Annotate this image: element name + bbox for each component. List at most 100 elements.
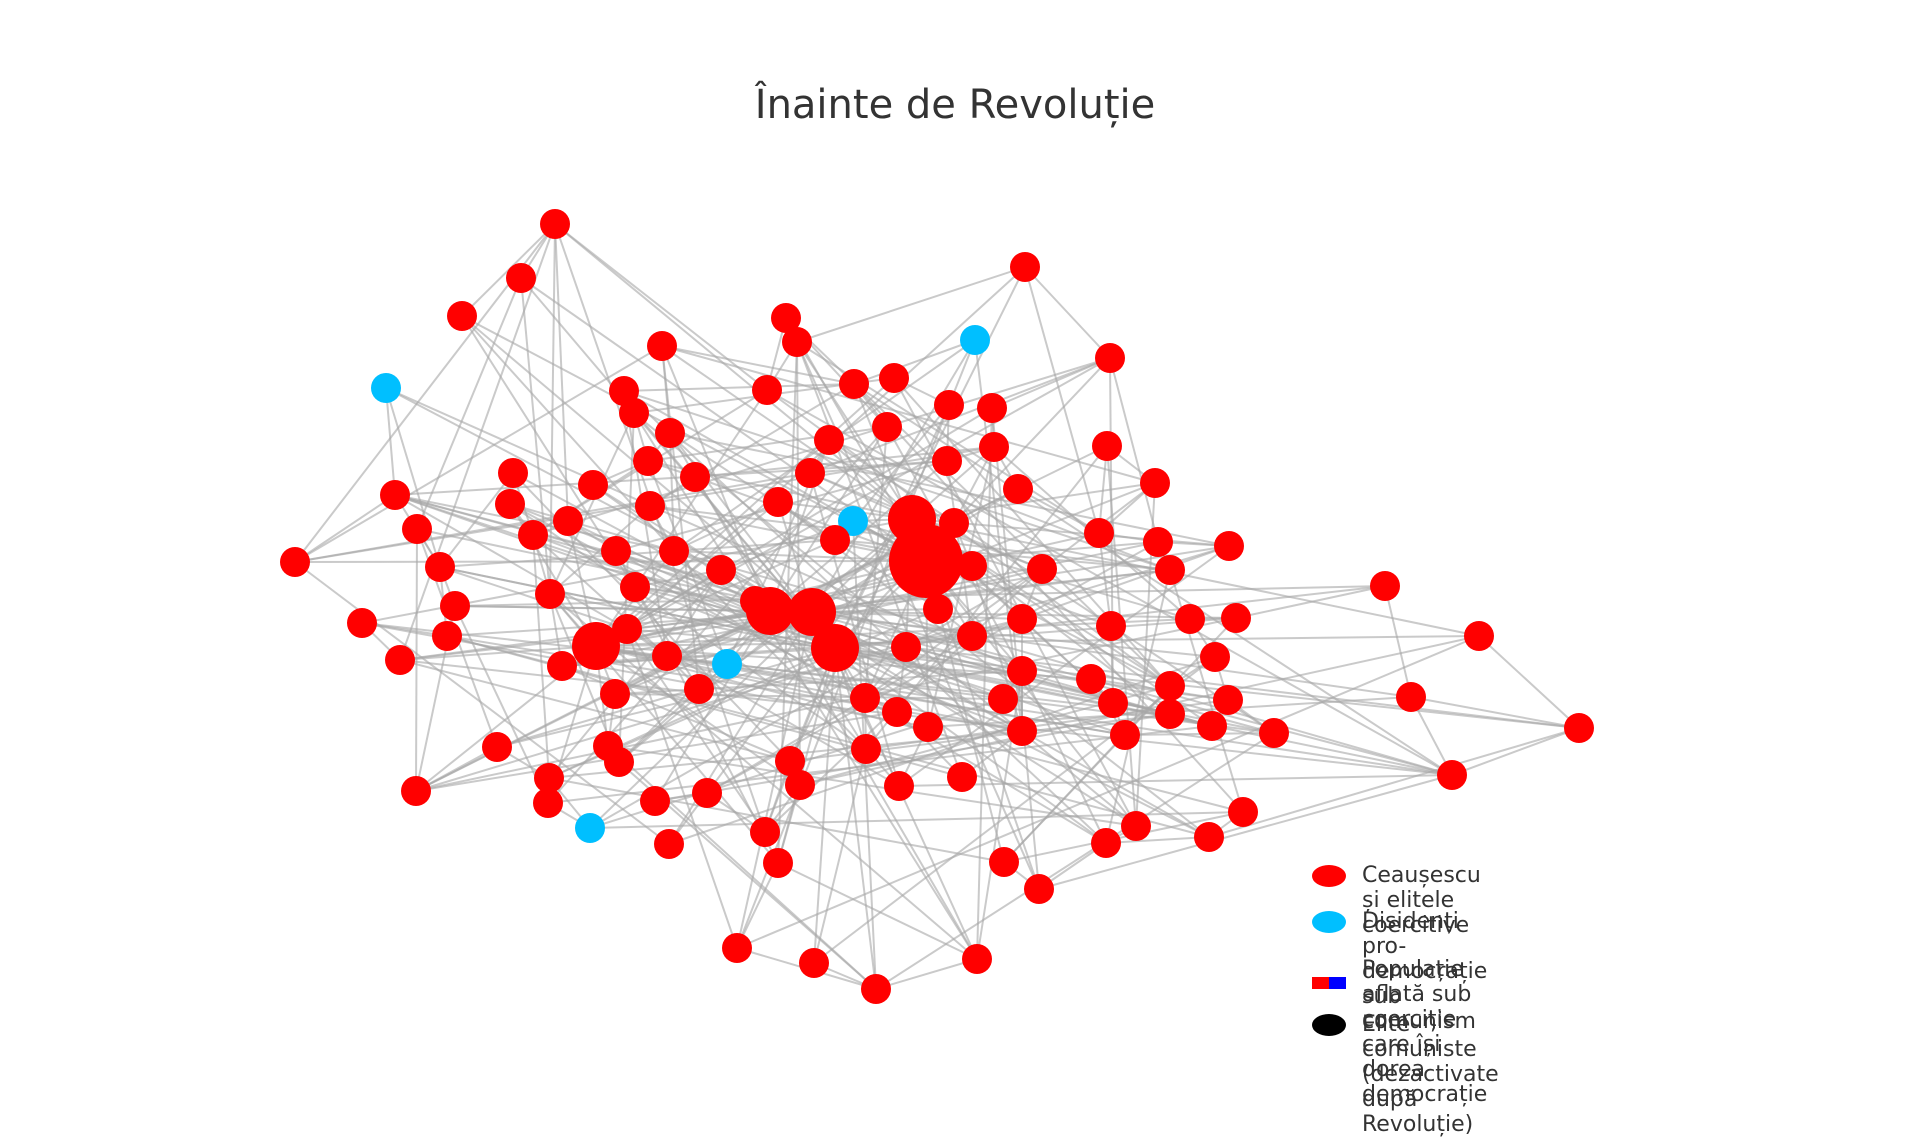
network-edge xyxy=(796,341,801,786)
coercive-elite-node xyxy=(1221,603,1251,633)
coercive-elite-node xyxy=(947,762,977,792)
legend-label: Ceaușescu și elitele coercitive xyxy=(1362,863,1481,938)
coercive-elite-node xyxy=(1464,621,1494,651)
coercive-elite-node xyxy=(518,520,548,550)
network-edge xyxy=(554,223,768,391)
legend-blue-dot-icon xyxy=(1312,911,1346,933)
coercive-elite-node xyxy=(1259,718,1289,748)
coercive-elite-node xyxy=(401,776,431,806)
network-edge xyxy=(864,568,1043,699)
coercive-elite-node xyxy=(619,398,649,428)
coercive-elite-node xyxy=(1175,604,1205,634)
coercive-elite-node xyxy=(889,524,963,598)
network-edge xyxy=(548,647,836,779)
coercive-elite-node xyxy=(692,778,722,808)
coercive-elite-node xyxy=(1084,518,1114,548)
coercive-elite-node xyxy=(482,732,512,762)
coercive-elite-node xyxy=(962,944,992,974)
coercive-elite-node xyxy=(957,551,987,581)
network-graph xyxy=(280,209,1594,1004)
network-edge xyxy=(549,223,556,595)
coercive-elite-node xyxy=(1437,760,1467,790)
network-edge xyxy=(294,345,663,563)
network-edge xyxy=(769,426,888,612)
coercive-elite-node xyxy=(1200,642,1230,672)
network-edge xyxy=(809,357,1111,474)
network-edge xyxy=(649,505,927,562)
network-edge xyxy=(454,605,549,804)
coercive-elite-node xyxy=(763,487,793,517)
coercive-elite-node xyxy=(913,712,943,742)
network-edge xyxy=(834,647,877,990)
coercive-elite-node xyxy=(1098,688,1128,718)
network-edge xyxy=(1208,727,1580,838)
coercive-elite-node xyxy=(1143,527,1173,557)
coercive-elite-node xyxy=(1396,682,1426,712)
coercive-elite-node xyxy=(811,624,859,672)
coercive-elite-node xyxy=(861,974,891,1004)
network-edge xyxy=(1109,357,1159,543)
coercive-elite-node xyxy=(1095,343,1125,373)
network-edge xyxy=(647,460,728,665)
network-edge xyxy=(796,266,1026,343)
network-edge xyxy=(834,647,1107,844)
coercive-elite-node xyxy=(799,948,829,978)
network-edge xyxy=(549,593,978,960)
network-edge xyxy=(385,387,813,613)
network-edge xyxy=(415,610,771,792)
network-edge xyxy=(1024,266,1111,359)
network-edge xyxy=(764,647,836,833)
network-edge xyxy=(532,534,1213,727)
network-edge xyxy=(668,611,813,845)
coercive-elite-node xyxy=(533,788,563,818)
coercive-elite-node xyxy=(782,327,812,357)
coercive-elite-node xyxy=(957,621,987,651)
network-edge xyxy=(706,518,913,794)
network-edge xyxy=(673,550,867,750)
coercive-elite-node xyxy=(447,301,477,331)
coercive-elite-node xyxy=(1155,671,1185,701)
coercive-elite-node xyxy=(1121,811,1151,841)
network-edge xyxy=(809,472,900,787)
coercive-elite-node xyxy=(934,390,964,420)
network-edge xyxy=(647,426,888,462)
coercive-elite-node xyxy=(425,552,455,582)
coercive-elite-node xyxy=(620,572,650,602)
dissident-node xyxy=(575,813,605,843)
network-edge xyxy=(828,439,1275,734)
network-edge xyxy=(1410,696,1580,729)
coercive-elite-node xyxy=(553,506,583,536)
coercive-elite-node xyxy=(722,933,752,963)
coercive-elite-node xyxy=(932,446,962,476)
coercive-elite-node xyxy=(1010,252,1040,282)
network-edge xyxy=(394,460,948,496)
coercive-elite-node xyxy=(385,645,415,675)
coercive-elite-node xyxy=(763,848,793,878)
network-edge xyxy=(595,645,801,786)
coercive-elite-node xyxy=(891,632,921,662)
coercive-elite-node xyxy=(640,786,670,816)
network-edge xyxy=(668,656,1216,845)
network-edge xyxy=(834,647,1580,729)
network-edge xyxy=(623,383,855,392)
network-edge xyxy=(927,446,995,728)
dissident-node xyxy=(960,325,990,355)
coercive-elite-node xyxy=(1197,711,1227,741)
coercive-elite-node xyxy=(1024,874,1054,904)
legend-label: Elite comuniste (dezactivate după Revolu… xyxy=(1362,1012,1499,1137)
network-edge xyxy=(1003,811,1244,863)
coercive-elite-node xyxy=(633,446,663,476)
coercive-elite-node xyxy=(1096,611,1126,641)
network-edge xyxy=(796,341,913,520)
coercive-elite-node xyxy=(884,771,914,801)
coercive-elite-node xyxy=(851,734,881,764)
coercive-elite-node xyxy=(1564,713,1594,743)
coercive-elite-node xyxy=(601,536,631,566)
coercive-elite-node xyxy=(432,621,462,651)
coercive-elite-node xyxy=(1007,716,1037,746)
network-edge xyxy=(532,534,668,657)
coercive-elite-node xyxy=(1007,604,1037,634)
coercive-elite-node xyxy=(604,747,634,777)
network-edge xyxy=(415,528,418,792)
network-edge xyxy=(661,345,700,690)
